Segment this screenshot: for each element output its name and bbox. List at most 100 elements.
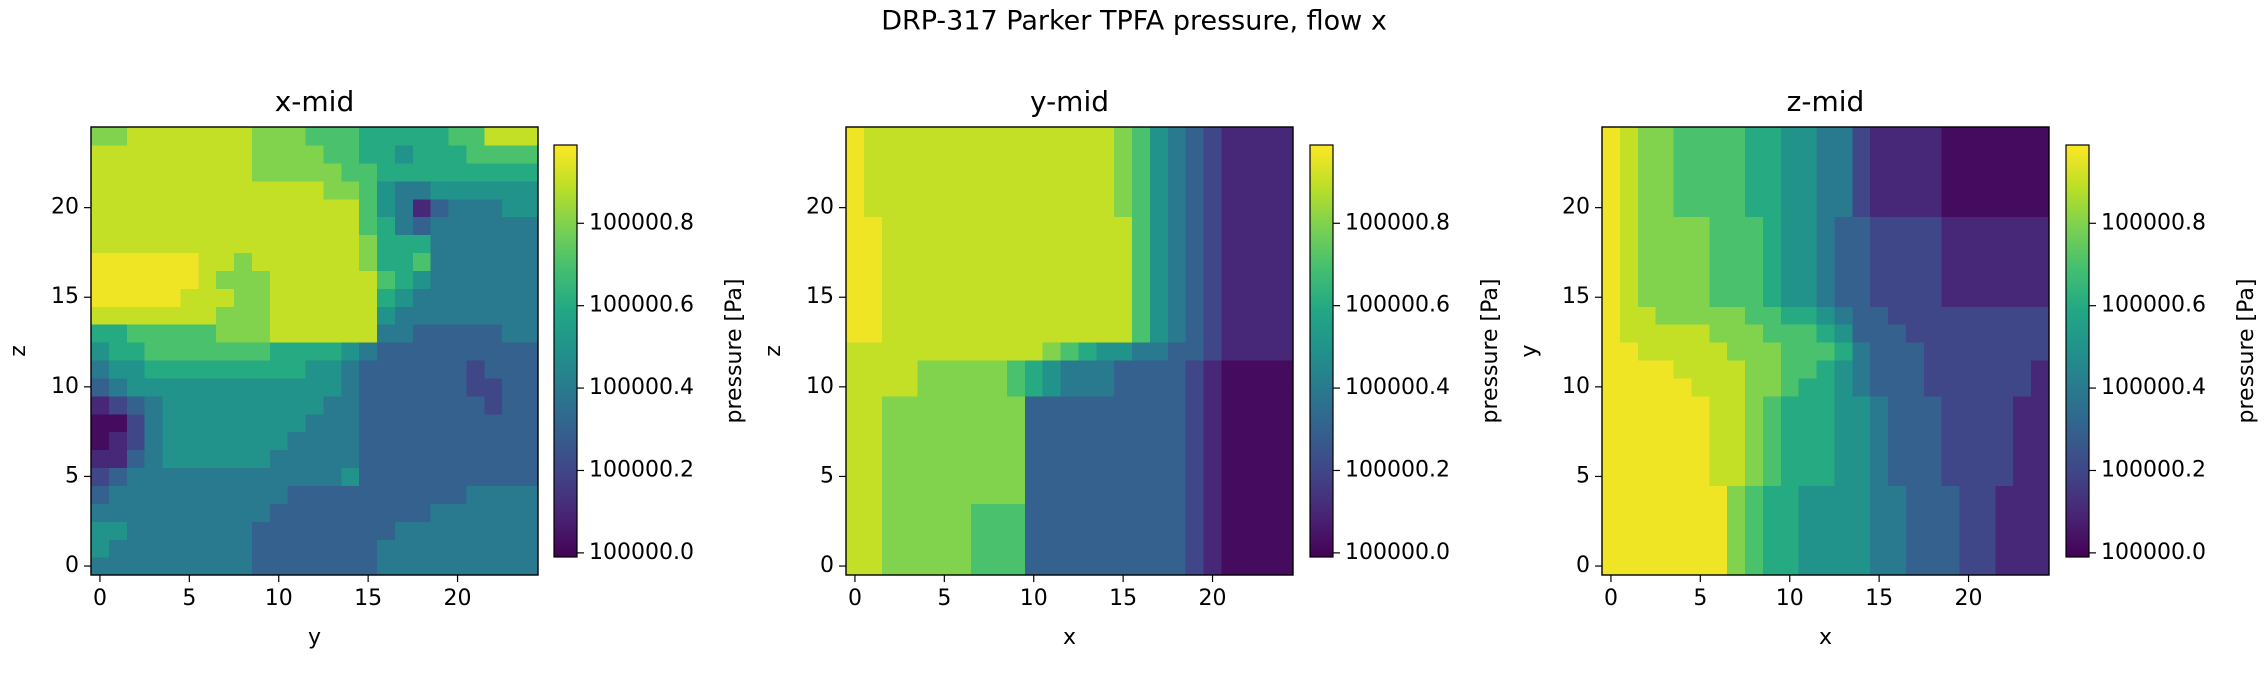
heatmap-cell xyxy=(234,359,253,379)
heatmap-cell xyxy=(287,503,307,522)
heatmap-cell xyxy=(1185,162,1205,182)
heatmap-cell xyxy=(1888,127,1907,146)
heatmap-cell xyxy=(1905,449,1925,469)
heatmap-cell xyxy=(1816,162,1836,182)
heatmap-cell xyxy=(1203,324,1223,343)
heatmap-cell xyxy=(1727,503,1746,522)
heatmap-cell xyxy=(502,467,521,486)
heatmap-cell xyxy=(1042,359,1062,379)
heatmap-cells xyxy=(1602,127,2050,576)
heatmap-cell xyxy=(989,234,1008,254)
heatmap-cell xyxy=(1024,144,1044,164)
heatmap-cell xyxy=(917,270,936,289)
heatmap-cell xyxy=(1727,288,1746,307)
heatmap-cell xyxy=(1114,485,1133,504)
heatmap-cell xyxy=(846,306,865,325)
heatmap-cell xyxy=(1006,485,1026,504)
heatmap-cell xyxy=(1239,342,1258,361)
heatmap-cell xyxy=(1816,377,1836,397)
heatmap-cell xyxy=(899,449,919,469)
heatmap-cell xyxy=(251,395,271,415)
heatmap-cell xyxy=(234,467,253,486)
heatmap-cell xyxy=(144,252,164,271)
heatmap-cell xyxy=(1203,449,1223,469)
heatmap-cell xyxy=(1275,485,1294,504)
heatmap-cell xyxy=(126,557,146,576)
heatmap-cell xyxy=(917,431,936,451)
heatmap-cell xyxy=(287,216,307,236)
heatmap-cell xyxy=(377,557,396,576)
heatmap-cell xyxy=(377,485,396,504)
heatmap-cell xyxy=(1149,557,1169,576)
heatmap-cell xyxy=(1602,359,1621,379)
heatmap-cell xyxy=(1042,467,1062,486)
heatmap-cell xyxy=(502,234,521,254)
heatmap-cell xyxy=(1619,162,1639,182)
heatmap-cell xyxy=(162,521,181,540)
heatmap-cell xyxy=(1762,324,1782,343)
heatmap-cell xyxy=(412,324,432,343)
heatmap-cell xyxy=(2013,431,2032,451)
heatmap-cell xyxy=(1888,521,1907,540)
heatmap-cell xyxy=(1727,395,1746,415)
heatmap-cell xyxy=(1941,413,1961,433)
heatmap-cell xyxy=(1780,162,1800,182)
heatmap-cell xyxy=(394,431,414,451)
heatmap-cell xyxy=(1870,234,1889,254)
heatmap-cell xyxy=(251,144,271,164)
heatmap-cell xyxy=(1185,288,1205,307)
heatmap-cell xyxy=(1167,324,1187,343)
heatmap-cell xyxy=(394,306,414,325)
heatmap-cell xyxy=(305,413,325,433)
heatmap-cell xyxy=(180,539,199,558)
heatmap-cell xyxy=(126,270,146,289)
heatmap-cell xyxy=(520,127,539,146)
heatmap-cell xyxy=(1905,324,1925,343)
heatmap-cell xyxy=(881,216,901,236)
heatmap-cell xyxy=(305,252,325,271)
heatmap-cell xyxy=(1798,485,1818,504)
heatmap-cell xyxy=(1006,324,1026,343)
heatmap-cell xyxy=(2031,234,2050,254)
heatmap-cell xyxy=(323,359,342,379)
heatmap-cell xyxy=(1185,252,1205,271)
heatmap-cell xyxy=(1275,395,1294,415)
heatmap-cell xyxy=(305,449,325,469)
heatmap-cell xyxy=(108,306,128,325)
heatmap-cell xyxy=(1691,162,1710,182)
heatmap-cell xyxy=(1834,413,1853,433)
heatmap-cell xyxy=(1941,485,1961,504)
heatmap-cell xyxy=(1852,485,1871,504)
heatmap-cell xyxy=(1132,485,1151,504)
heatmap-cell xyxy=(1673,342,1692,361)
heatmap-cell xyxy=(1727,324,1746,343)
heatmap-cell xyxy=(1816,324,1836,343)
heatmap-cell xyxy=(1905,467,1925,486)
heatmap-cell xyxy=(412,342,432,361)
heatmap-cell xyxy=(1673,306,1692,325)
heatmap-cell xyxy=(899,144,919,164)
heatmap-cell xyxy=(198,485,217,504)
heatmap-cell xyxy=(1709,539,1728,558)
heatmap-cell xyxy=(394,503,414,522)
heatmap-cells xyxy=(846,127,1294,576)
heatmap-cell xyxy=(126,431,146,451)
heatmap-cell xyxy=(1024,162,1044,182)
heatmap-cell xyxy=(1780,539,1800,558)
heatmap-cell xyxy=(359,306,378,325)
heatmap-cell xyxy=(1257,252,1276,271)
heatmap-cell xyxy=(1959,162,1979,182)
heatmap-cell xyxy=(1078,270,1097,289)
heatmap-cell xyxy=(323,306,342,325)
heatmap-cell xyxy=(1221,234,1240,254)
heatmap-cell xyxy=(1923,521,1943,540)
heatmap-cell xyxy=(144,539,164,558)
heatmap-cell xyxy=(2031,216,2050,236)
heatmap-cell xyxy=(881,288,901,307)
heatmap-cell xyxy=(466,306,485,325)
heatmap-cell xyxy=(1114,449,1133,469)
heatmap-cell xyxy=(1691,503,1710,522)
heatmap-cell xyxy=(323,557,342,576)
heatmap-cell xyxy=(180,270,199,289)
heatmap-cell xyxy=(234,431,253,451)
